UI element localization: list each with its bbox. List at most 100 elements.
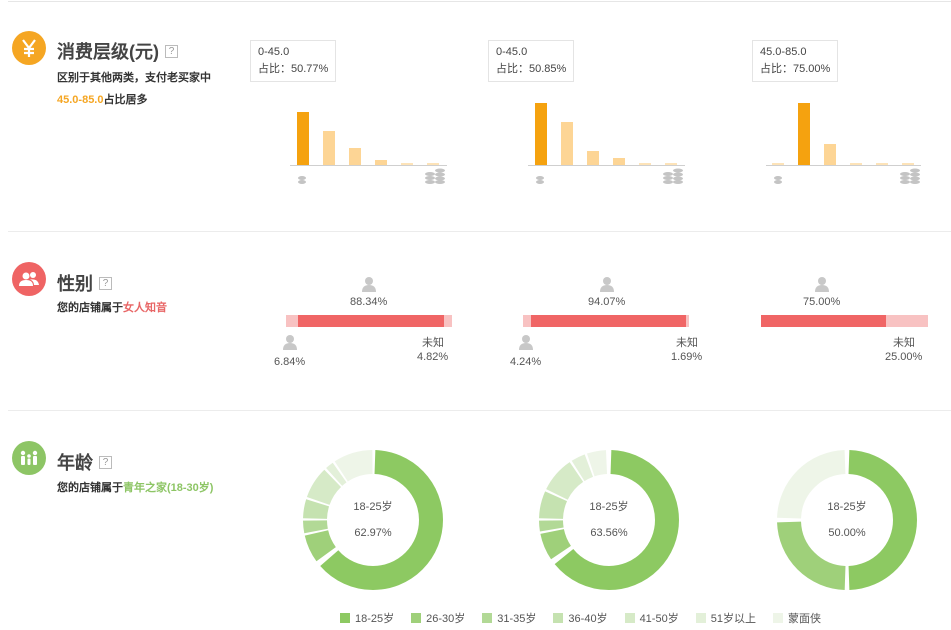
female-percent: 75.00% xyxy=(803,296,841,308)
legend-label: 蒙面侠 xyxy=(787,613,821,625)
gender-section: 性别 ? 您的店铺属于女人知音 88.34% 6.84% 未知 4.82% 94… xyxy=(0,232,951,410)
age-donut-2: 18-25岁 63.56% xyxy=(539,450,679,590)
tooltip-share: 占比：50.77% xyxy=(258,63,329,75)
age-description: 您的店铺属于青年之家(18-30岁) xyxy=(57,477,217,499)
male-percent: 4.24% xyxy=(510,356,542,368)
male-segment[interactable] xyxy=(286,315,298,327)
chart-tooltip: 0-45.0 占比：50.77% xyxy=(250,40,337,82)
bar-2[interactable] xyxy=(798,103,810,165)
unknown-segment[interactable] xyxy=(444,315,452,327)
legend-item-41-50[interactable]: 41-50岁 xyxy=(624,610,679,626)
bar-3[interactable] xyxy=(349,148,361,165)
female-segment[interactable] xyxy=(531,315,686,327)
bar-1[interactable] xyxy=(535,103,547,165)
legend-label: 51岁以上 xyxy=(710,613,756,625)
users-icon xyxy=(12,262,46,296)
female-icon xyxy=(600,277,614,292)
bar-6[interactable] xyxy=(427,163,439,165)
spending-description: 区别于其他两类，支付老买家中 45.0-85.0占比居多 xyxy=(57,67,227,111)
bar-3[interactable] xyxy=(587,151,599,165)
desc-highlight: 青年之家(18-30岁) xyxy=(123,482,214,494)
bar-3[interactable] xyxy=(824,144,836,165)
age-legend: 18-25岁 26-30岁 31-35岁 36-40岁 41-50岁 51岁以上… xyxy=(340,610,838,626)
bar-5[interactable] xyxy=(876,163,888,165)
legend-swatch xyxy=(772,613,783,623)
coin-low-icon xyxy=(773,172,783,190)
center-value: 50.00% xyxy=(828,527,866,539)
help-icon[interactable]: ? xyxy=(165,44,178,58)
spending-title: 消费层级(元) ? xyxy=(57,38,178,64)
unknown-segment[interactable] xyxy=(686,315,689,327)
center-label: 18-25岁 xyxy=(589,501,629,513)
desc-highlight: 女人知音 xyxy=(123,302,167,314)
x-axis xyxy=(766,165,921,166)
coin-high-icon xyxy=(662,168,684,189)
male-icon xyxy=(519,335,533,350)
bar-6[interactable] xyxy=(902,163,914,165)
bar-4[interactable] xyxy=(850,163,862,165)
legend-item-26-30[interactable]: 26-30岁 xyxy=(411,610,465,626)
female-percent: 88.34% xyxy=(350,296,388,308)
section-divider xyxy=(8,410,951,411)
desc-prefix: 您的店铺属于 xyxy=(57,302,123,314)
top-divider xyxy=(8,1,951,2)
legend-label: 31-35岁 xyxy=(497,613,537,625)
unknown-segment[interactable] xyxy=(886,315,928,327)
donut-svg xyxy=(539,450,679,590)
gender-title-text: 性别 xyxy=(57,274,93,294)
donut-svg xyxy=(777,450,917,590)
legend-label: 26-30岁 xyxy=(426,613,466,625)
center-value: 62.97% xyxy=(354,527,392,539)
legend-item-18-25[interactable]: 18-25岁 xyxy=(340,610,394,626)
female-segment[interactable] xyxy=(761,315,886,327)
tooltip-share: 占比：75.00% xyxy=(760,63,831,75)
unknown-label: 未知 xyxy=(422,337,444,349)
coin-high-icon xyxy=(424,168,446,189)
gender-chart-1: 88.34% 6.84% 未知 4.82% xyxy=(272,274,472,384)
legend-item-unknown[interactable]: 蒙面侠 xyxy=(772,610,821,626)
gender-bar[interactable] xyxy=(761,315,928,327)
coin-high-icon xyxy=(899,168,921,189)
legend-label: 18-25岁 xyxy=(355,613,395,625)
help-icon[interactable]: ? xyxy=(99,276,112,290)
center-label: 18-25岁 xyxy=(827,501,867,513)
bar-5[interactable] xyxy=(401,163,413,165)
unknown-label: 未知 xyxy=(893,337,915,349)
bar-2[interactable] xyxy=(561,122,573,165)
legend-item-51-plus[interactable]: 51岁以上 xyxy=(695,610,756,626)
legend-swatch xyxy=(553,613,564,623)
slice-18-25[interactable] xyxy=(303,450,443,590)
family-icon xyxy=(12,441,46,475)
center-label: 18-25岁 xyxy=(353,501,393,513)
gender-bar[interactable] xyxy=(286,315,452,327)
x-axis xyxy=(290,165,447,166)
donut-svg xyxy=(303,450,443,590)
slice-18-25[interactable] xyxy=(777,450,917,590)
bar-4[interactable] xyxy=(375,160,387,165)
bar-2[interactable] xyxy=(323,131,335,165)
bar-6[interactable] xyxy=(665,163,677,165)
bar-4[interactable] xyxy=(613,158,625,165)
bar-1[interactable] xyxy=(772,163,784,165)
legend-item-31-35[interactable]: 31-35岁 xyxy=(482,610,536,626)
legend-swatch xyxy=(482,613,493,623)
donut-center: 18-25岁 62.97% xyxy=(303,450,443,590)
help-icon[interactable]: ? xyxy=(99,455,112,469)
bar-5[interactable] xyxy=(639,163,651,165)
legend-swatch xyxy=(411,613,422,623)
age-title: 年龄 ? xyxy=(57,449,112,475)
female-percent: 94.07% xyxy=(588,296,626,308)
female-segment[interactable] xyxy=(298,315,444,327)
slice-18-25[interactable] xyxy=(539,450,679,590)
bar-1[interactable] xyxy=(297,112,309,165)
female-icon xyxy=(362,277,376,292)
section-divider xyxy=(8,231,951,232)
desc-prefix: 区别于其他两类，支付老买家中 xyxy=(57,72,211,84)
tooltip-range: 45.0-85.0 xyxy=(760,46,807,58)
gender-bar[interactable] xyxy=(523,315,689,327)
female-icon xyxy=(815,277,829,292)
legend-item-36-40[interactable]: 36-40岁 xyxy=(553,610,608,626)
desc-prefix: 您的店铺属于 xyxy=(57,482,123,494)
donut-center: 18-25岁 63.56% xyxy=(539,450,679,590)
male-segment[interactable] xyxy=(523,315,531,327)
